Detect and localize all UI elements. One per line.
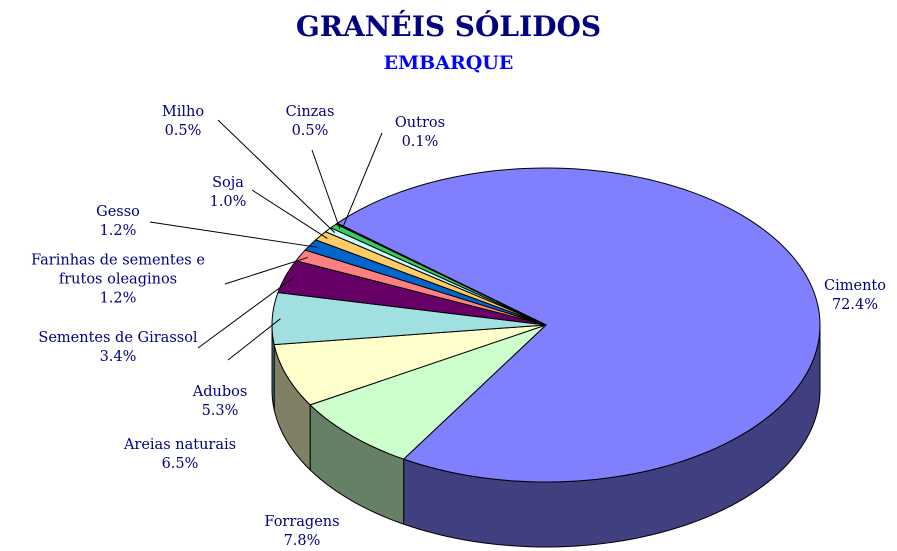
value-label: 1.0%	[209, 194, 247, 210]
slice	[273, 324, 547, 406]
slice-label: Outros 0.1%	[395, 114, 445, 152]
slice	[309, 324, 547, 460]
value-label: 1.2%	[99, 223, 137, 239]
value-label: 1.2%	[99, 290, 137, 307]
slice-label: Soja 1.0%	[210, 174, 247, 212]
category-label: Soja	[212, 175, 244, 192]
leader-line	[227, 318, 281, 361]
slice-label: Cimento 72.4%	[824, 277, 886, 315]
value-label: 6.5%	[161, 456, 199, 472]
slice	[271, 291, 547, 346]
category-label: Forragens	[264, 514, 340, 531]
slice-label: Forragens 7.8%	[264, 513, 339, 551]
category-label: Gesso	[96, 204, 140, 221]
category-label: Areias naturais	[123, 437, 237, 454]
leader-line	[224, 256, 308, 285]
slice-label: Gesso 1.2%	[96, 203, 140, 241]
slice	[335, 222, 547, 326]
value-label: 5.3%	[201, 403, 239, 419]
category-label: Cimento	[824, 278, 886, 295]
leader-line	[149, 221, 318, 248]
value-label: 72.4%	[831, 297, 879, 313]
leader-line	[311, 149, 341, 230]
slice-label: Farinhas de sementes e frutos oleaginos 1…	[18, 252, 218, 309]
chart-subtitle: EMBARQUE	[383, 52, 514, 74]
value-label: 0.5%	[164, 123, 202, 139]
category-label: Sementes de Girassol	[38, 330, 198, 347]
slice	[277, 260, 547, 326]
category-label: Outros	[394, 115, 446, 132]
slice-label: Areias naturais 6.5%	[124, 436, 236, 474]
value-label: 7.8%	[283, 533, 321, 549]
leader-line	[342, 132, 383, 227]
leader-line	[197, 277, 294, 349]
chart-title: GRANÉIS SÓLIDOS	[295, 10, 602, 43]
slice-label: Milho 0.5%	[162, 103, 204, 141]
category-label: Milho	[161, 104, 205, 121]
slice-label: Adubos 5.3%	[193, 383, 248, 421]
slice-label: Cinzas 0.5%	[286, 103, 335, 141]
slice-label: Sementes de Girassol 3.4%	[38, 329, 197, 367]
value-label: 0.1%	[401, 134, 439, 150]
slice	[336, 167, 821, 483]
leader-line	[217, 119, 336, 233]
category-label: Cinzas	[285, 104, 335, 121]
category-label: Adubos	[192, 384, 248, 401]
leader-line	[251, 189, 328, 239]
category-label: Farinhas de sementes e frutos oleaginos	[31, 252, 205, 288]
value-label: 0.5%	[291, 123, 329, 139]
value-label: 3.4%	[99, 349, 137, 365]
